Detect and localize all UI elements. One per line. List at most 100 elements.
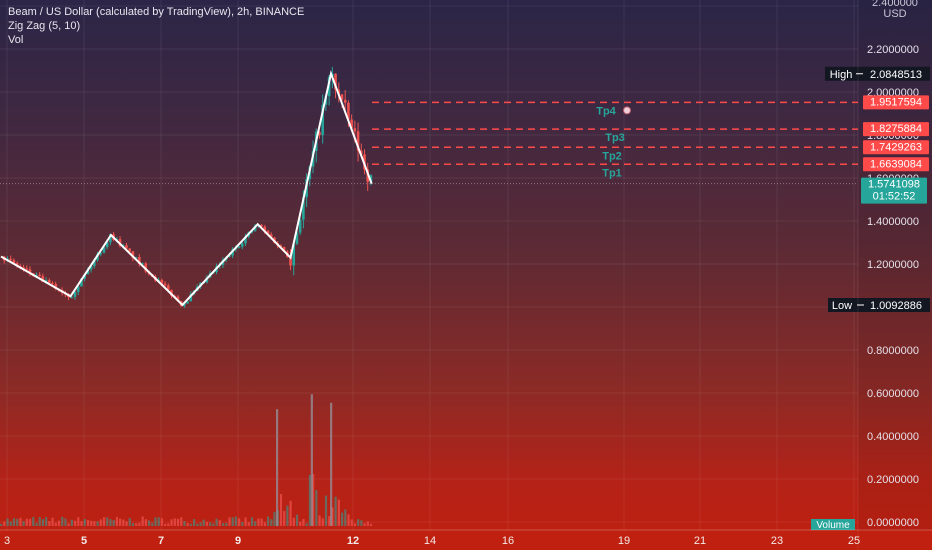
volume-bar [16, 518, 19, 526]
volume-bar [154, 517, 157, 526]
volume-bar [331, 507, 334, 526]
volume-bar [135, 523, 138, 526]
grid-lines [0, 0, 858, 530]
volume-bar [83, 518, 86, 526]
volume-bar [109, 519, 112, 526]
high-label: High [830, 69, 853, 81]
volume-bar [321, 518, 324, 526]
volume-bar [38, 517, 41, 526]
target-price-badge-tp4: 1.9517594 [863, 95, 929, 110]
candle-body [70, 296, 74, 298]
volume-bar [180, 517, 183, 526]
volume-bar [61, 516, 64, 526]
low-value: 1.0092886 [870, 300, 922, 312]
candle-body [134, 257, 138, 259]
volume-bar [131, 523, 135, 526]
volume-bar [196, 523, 199, 526]
candle-body [183, 303, 186, 306]
volume-bars [0, 394, 373, 526]
target-price-badge-tp3-text: 1.8275884 [870, 123, 922, 135]
price-scale-bg [858, 0, 932, 530]
candle-body [340, 94, 344, 100]
price-tick: 1.4000000 [867, 216, 919, 228]
candle-body [22, 267, 25, 269]
volume-bar [324, 495, 328, 526]
volume-bar [67, 523, 70, 526]
volume-bar [28, 518, 32, 526]
volume-bar [102, 517, 106, 526]
volume-bar [125, 521, 128, 526]
target-price-badge-tp2: 1.7429263 [863, 140, 929, 155]
time-label: 5 [81, 535, 87, 547]
candle-body [80, 278, 83, 287]
candle-body [186, 301, 189, 304]
candle-body [359, 150, 363, 155]
target-label-tp1: Tp1 [602, 167, 622, 179]
candle-body [76, 286, 80, 293]
volume-bar [64, 518, 67, 526]
time-label: 16 [502, 535, 514, 547]
candle-body [125, 245, 128, 249]
candle-body [318, 131, 321, 136]
volume-bar [193, 519, 196, 526]
volume-bar [244, 517, 247, 526]
volume-bar [157, 517, 160, 526]
candle-body [321, 104, 324, 136]
volume-bar [122, 519, 125, 526]
time-label: 3 [4, 535, 10, 547]
volume-bar [234, 516, 238, 526]
volume-bar [186, 522, 189, 526]
volume-bar [9, 521, 12, 526]
volume-bar [51, 517, 54, 526]
volume-bar [363, 523, 366, 526]
candle-body [73, 292, 77, 297]
candle-body [343, 99, 347, 103]
volume-bar [147, 520, 151, 526]
volume-bar [164, 523, 167, 526]
volume-bar [212, 523, 215, 526]
symbol-title[interactable]: Beam / US Dollar (calculated by TradingV… [8, 6, 305, 18]
candle-body [289, 256, 292, 266]
candle-body [266, 230, 270, 235]
time-label: 21 [694, 535, 706, 547]
volume-bar [310, 394, 313, 526]
volume-bar [305, 523, 308, 526]
candle-body [279, 245, 283, 247]
volume-bar [90, 520, 93, 526]
zigzag-line [0, 70, 373, 307]
candle-body [35, 274, 38, 276]
volume-bar [353, 523, 357, 526]
time-label: 23 [771, 535, 783, 547]
volume-bar [183, 521, 186, 526]
candle-body [347, 102, 350, 120]
candle-body [141, 263, 144, 265]
volume-bar [6, 518, 9, 526]
volume-bar [286, 505, 289, 526]
volume-bar [340, 512, 344, 526]
volume-badge: Volume [811, 519, 855, 531]
volume-bar [112, 520, 115, 526]
candle-body [25, 268, 29, 270]
candle-body [38, 274, 41, 277]
zigzag-indicator-label[interactable]: Zig Zag (5, 10) [8, 20, 81, 32]
volume-bar [3, 521, 6, 526]
volume-bar [173, 518, 176, 526]
volume-bar [357, 519, 360, 526]
low-badge-bg [828, 298, 930, 313]
target-price-badge-tp4-text: 1.9517594 [870, 96, 922, 108]
volume-bar [260, 518, 263, 526]
candle-body [176, 296, 180, 302]
target-levels: Tp1 Tp2 Tp3 Tp4 [372, 101, 858, 179]
target-price-badge-tp2-text: 1.7429263 [870, 141, 922, 153]
volume-bar [369, 523, 373, 526]
candle-body [244, 236, 247, 244]
volume-bar [263, 522, 266, 526]
rocket-icon [623, 106, 631, 115]
volume-indicator-label[interactable]: Vol [8, 34, 24, 46]
volume-bar [45, 517, 48, 526]
candle-body [163, 283, 167, 286]
volume-bar [167, 523, 170, 526]
target-price-badge-tp3: 1.8275884 [863, 122, 929, 137]
volume-bar [138, 522, 141, 526]
